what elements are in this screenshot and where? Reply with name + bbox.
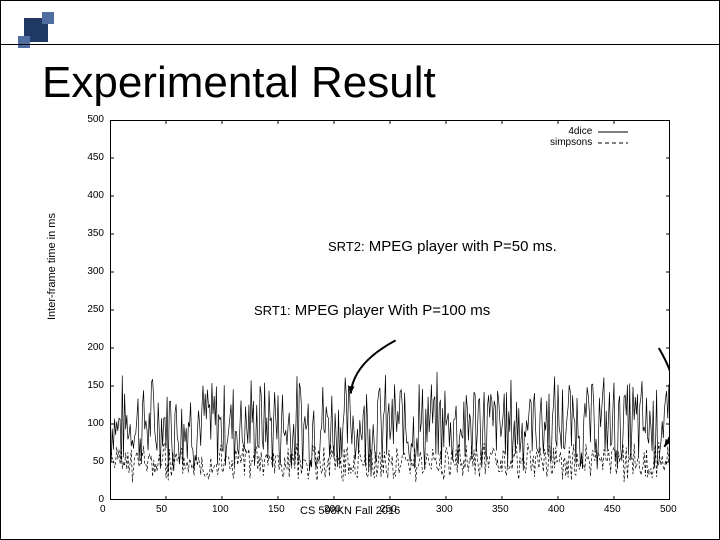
- xtick-label: 300: [436, 504, 453, 515]
- ytick-label: 50: [76, 456, 104, 467]
- annotation-srt2-text: MPEG player with P=50 ms.: [365, 238, 557, 255]
- slide-title: Experimental Result: [42, 58, 436, 108]
- xtick-label: 150: [268, 504, 285, 515]
- ytick-label: 350: [76, 228, 104, 239]
- annotation-srt1-text: MPEG player With P=100 ms: [291, 302, 491, 319]
- annotation-srt1-prefix: SRT1:: [254, 303, 291, 318]
- legend-label: simpsons: [550, 137, 592, 148]
- ytick-label: 450: [76, 152, 104, 163]
- xtick-label: 450: [604, 504, 621, 515]
- chart-legend: 4dice simpsons: [550, 126, 628, 148]
- xtick-label: 50: [156, 504, 167, 515]
- xtick-label: 350: [492, 504, 509, 515]
- ytick-label: 200: [76, 342, 104, 353]
- annotation-srt2-prefix: SRT2:: [328, 239, 365, 254]
- ytick-label: 250: [76, 304, 104, 315]
- chart-xlabel-overlay: CS 598KN Fall 2016: [300, 505, 400, 517]
- ytick-label: 150: [76, 380, 104, 391]
- chart-annotation-srt1: SRT1: MPEG player With P=100 ms: [254, 302, 490, 319]
- xtick-label: 500: [660, 504, 677, 515]
- ytick-label: 400: [76, 190, 104, 201]
- legend-label: 4dice: [568, 126, 592, 137]
- xtick-label: 0: [100, 504, 106, 515]
- xtick-label: 100: [212, 504, 229, 515]
- ytick-label: 500: [76, 114, 104, 125]
- ytick-label: 100: [76, 418, 104, 429]
- ytick-label: 300: [76, 266, 104, 277]
- xtick-label: 400: [548, 504, 565, 515]
- chart-ylabel: Inter-frame time in ms: [46, 213, 58, 320]
- slide-accent-rule: [0, 44, 720, 45]
- chart-annotation-srt2: SRT2: MPEG player with P=50 ms.: [328, 238, 557, 255]
